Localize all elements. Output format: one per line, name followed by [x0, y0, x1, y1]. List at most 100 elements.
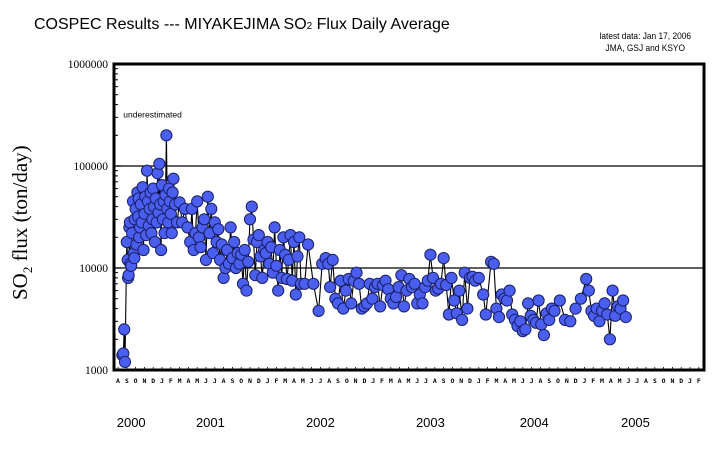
data-point	[366, 292, 379, 305]
data-point	[582, 284, 595, 297]
y-tick-label: 10000	[79, 263, 108, 275]
x-month-label: A	[186, 377, 190, 385]
y-tick-label: 100000	[74, 161, 109, 173]
x-month-label: N	[248, 377, 252, 385]
y-tick-label: 1000	[85, 365, 108, 377]
x-month-label: A	[116, 377, 120, 385]
x-month-label: M	[600, 377, 604, 385]
data-point	[424, 248, 437, 261]
x-month-label: S	[442, 377, 446, 385]
data-point	[617, 294, 630, 307]
data-point	[353, 277, 366, 290]
x-month-label: J	[477, 377, 481, 385]
x-month-label: F	[380, 377, 384, 385]
data-point	[270, 259, 283, 272]
x-year-label: 2004	[520, 415, 549, 430]
data-point	[289, 288, 302, 301]
x-month-label: M	[283, 377, 287, 385]
annotation-underestimated: underestimated	[123, 109, 182, 119]
axis-ticks-layer	[114, 63, 700, 371]
x-month-label: M	[301, 377, 305, 385]
data-point	[128, 252, 141, 265]
data-point	[243, 213, 257, 226]
x-month-label: O	[450, 377, 454, 385]
x-month-label: F	[591, 377, 595, 385]
data-point	[564, 315, 577, 328]
x-month-label: D	[151, 377, 155, 385]
data-point	[165, 227, 178, 240]
x-month-label: N	[354, 377, 358, 385]
x-month-label: J	[530, 377, 534, 385]
data-point	[245, 200, 258, 213]
data-point	[390, 290, 403, 304]
x-month-label: A	[433, 377, 437, 385]
x-month-label: N	[142, 377, 146, 385]
x-year-label: 2000	[117, 415, 146, 430]
data-point	[350, 266, 363, 279]
x-month-label: S	[653, 377, 657, 385]
title-suffix: Flux Daily Average	[312, 16, 450, 33]
data-point	[153, 157, 166, 170]
x-month-label: M	[195, 377, 199, 385]
x-month-label: J	[371, 377, 375, 385]
x-month-label: S	[547, 377, 551, 385]
x-month-label: J	[310, 377, 314, 385]
data-point	[445, 271, 458, 284]
data-point	[437, 252, 450, 265]
data-point	[324, 281, 337, 294]
x-month-label: J	[266, 377, 270, 385]
x-month-label: S	[230, 377, 234, 385]
data-point	[291, 250, 304, 263]
x-month-label: J	[626, 377, 630, 385]
data-point	[537, 329, 551, 342]
data-point	[569, 302, 582, 315]
x-month-label: S	[336, 377, 340, 385]
data-point	[598, 297, 611, 310]
data-point	[205, 202, 218, 215]
x-month-label: M	[389, 377, 393, 385]
x-year-label: 2003	[416, 415, 445, 430]
data-point	[293, 231, 306, 244]
data-point	[543, 313, 556, 326]
data-point	[619, 311, 632, 324]
data-point	[198, 213, 211, 226]
data-point	[268, 221, 281, 234]
data-point	[580, 272, 593, 286]
data-point	[148, 235, 162, 249]
x-month-label: J	[160, 377, 164, 385]
x-month-label: A	[609, 377, 613, 385]
source-agencies-label: JMA, GSJ and KSYO	[605, 43, 685, 54]
data-point	[252, 229, 265, 242]
x-month-label: D	[257, 377, 261, 385]
latest-data-label: latest data: Jan 17, 2006	[599, 31, 691, 42]
data-point	[339, 284, 352, 297]
data-point	[522, 297, 535, 310]
data-point	[603, 333, 617, 346]
data-point	[312, 304, 325, 317]
x-month-label: D	[362, 377, 366, 385]
data-point	[256, 271, 269, 284]
data-point	[416, 297, 429, 310]
x-month-label: A	[327, 377, 331, 385]
data-point	[118, 355, 132, 368]
data-point	[191, 195, 204, 208]
x-month-label: N	[459, 377, 463, 385]
data-point	[194, 241, 207, 254]
data-point	[242, 255, 255, 268]
data-point	[155, 243, 168, 257]
data-point	[532, 294, 545, 307]
x-month-label: J	[688, 377, 692, 385]
x-year-label: 2002	[306, 415, 335, 430]
data-source-note: latest data: Jan 17, 2006 JMA, GSJ and K…	[599, 31, 691, 55]
data-point	[500, 294, 514, 307]
data-point	[167, 172, 180, 185]
x-month-label: J	[415, 377, 419, 385]
data-point	[606, 284, 619, 297]
data-point	[461, 302, 474, 315]
x-month-label: M	[512, 377, 516, 385]
data-point	[453, 284, 466, 297]
x-month-label: N	[565, 377, 569, 385]
x-month-label: O	[556, 377, 560, 385]
